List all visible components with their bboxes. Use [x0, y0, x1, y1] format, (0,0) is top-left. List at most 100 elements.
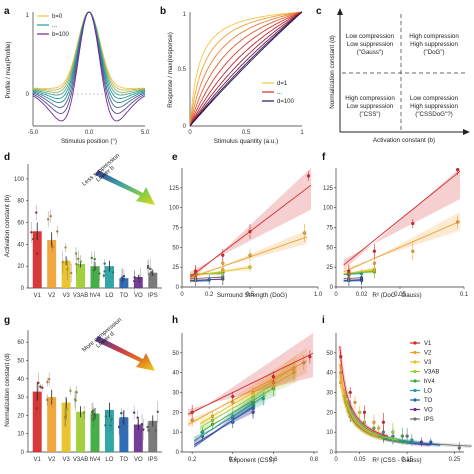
g-subj-VO-2: [140, 423, 144, 426]
g-subj-TO-2: [120, 412, 123, 415]
panel-label-b: b: [160, 6, 166, 17]
e-ytick-0: 0: [176, 285, 180, 291]
f-V1-point-0: [347, 269, 351, 273]
g-ytick-label-6: 60: [17, 340, 24, 346]
d-subj-LO-0: [103, 270, 106, 273]
g-subj-IPS-3: [146, 425, 149, 429]
e-V3-fit-line: [190, 266, 252, 277]
panel-a-xtick-2: 5.0: [141, 130, 150, 136]
i-hV4-point-2: [400, 434, 404, 438]
d-subj-V3-3: [61, 260, 64, 264]
h-V1-point-0: [190, 410, 194, 414]
e-V2-point-1: [221, 261, 225, 265]
h-V3AB-fit-line: [200, 370, 297, 428]
i-ytick-1: 10: [326, 430, 333, 436]
d-xtick-VO: VO: [134, 293, 143, 299]
g-xtick-hV4: hV4: [90, 457, 101, 463]
g-xtick-V3: V3: [62, 457, 70, 463]
e-ytick-3: 75: [172, 226, 179, 232]
d-subj-VO-3: [133, 276, 136, 279]
panel-d-gradient-arrow: [95, 170, 155, 205]
panel-b-legend-d100: d=100: [277, 99, 295, 105]
i-xtick-2: 0.15: [401, 457, 413, 463]
panel-e: Surround Strength (DoG) 0 0.2 0.5 1.0 0 25 50 7…: [169, 168, 323, 299]
i-ytick-4: 40: [326, 371, 333, 377]
i-IPS-point-2: [457, 446, 461, 450]
e-V2-fit-line: [190, 236, 307, 279]
panel-c-q3-line3: ("CSS"): [359, 111, 380, 118]
panel-b-xlabel: Stimulus quantity (a.u.): [214, 138, 278, 145]
panel-c-xaxis-arrowhead: [463, 129, 470, 135]
h-V2-ci-band: [188, 347, 307, 428]
roi-legend-label-TO: TO: [424, 398, 433, 404]
i-IPS-point-1: [405, 434, 409, 438]
d-xtick-TO: TO: [120, 293, 129, 299]
panel-d-yticks: 0 20 40 60 80 100: [14, 177, 28, 292]
g-subj-V3AB-0: [75, 391, 78, 394]
panel-a-xtick-1: 0.0: [85, 130, 94, 136]
e-V1-point-3: [306, 174, 311, 178]
d-subj-V2-1: [46, 218, 50, 221]
panel-label-g: g: [4, 315, 10, 326]
panel-b-curve-1: [189, 11, 303, 127]
i-V1-point-3: [381, 420, 386, 424]
g-subj-V3-3: [64, 414, 68, 417]
g-xtick-LO: LO: [105, 457, 113, 463]
d-bar-V2: [47, 240, 57, 288]
g-subj-V2-0: [47, 378, 51, 381]
g-ytick-label-4: 40: [17, 377, 24, 383]
g-ytick-label-5: 50: [17, 358, 24, 364]
d-subj-V3-1: [69, 271, 73, 275]
panel-a-xtick-0: -5.0: [28, 130, 39, 136]
panel-c-q2-line1: High compression: [409, 33, 459, 40]
g-subj-V3AB-2: [82, 411, 86, 414]
panel-b-curve-3: [189, 11, 303, 127]
i-V3AB-point-2: [391, 430, 395, 434]
i-ytick-2: 20: [326, 410, 333, 416]
g-subj-V3-0: [65, 408, 68, 411]
e-V3-point-2: [248, 265, 252, 269]
h-V3-point-1: [251, 390, 255, 395]
panel-a: 0 1 -5.0 0.0 5.0 Stimulus position (°) P…: [5, 11, 150, 145]
d-bar-V3: [61, 260, 71, 288]
h-ytick-1: 10: [172, 430, 179, 436]
g-subj-VO-1: [142, 428, 145, 431]
i-V2-point-2: [372, 420, 376, 424]
panel-b-curve-0: [189, 11, 303, 127]
g-bar-hV4: [90, 413, 100, 452]
f-xtick-3: 0.1: [460, 292, 469, 298]
d-subj-LO-2: [102, 274, 106, 277]
g-subj-TO-3: [117, 425, 121, 428]
roi-legend-marker-IPS: [413, 417, 417, 421]
e-V1-point-1: [221, 253, 225, 257]
panel-g-gradient-arrow: [95, 336, 155, 371]
panel-c-q1-line1: Low compression: [346, 33, 395, 40]
panel-c-q4-line1: Low compression: [410, 95, 459, 102]
e-xtick-2: 0.5: [246, 292, 255, 298]
i-LO-point-2: [410, 438, 414, 442]
panel-c-ylabel: Normalization constant (d): [329, 35, 336, 109]
d-subj-hV4-0: [92, 268, 96, 272]
roi-legend-marker-TO: [413, 398, 417, 402]
g-subj-V3AB-3: [73, 398, 77, 401]
panel-g-xticks: V1 V2 V3 V3AB hV4 LO TO VO IPS: [34, 457, 158, 463]
g-subj-LO-0: [104, 415, 108, 418]
h-V2-fit-line: [187, 360, 308, 425]
g-bar-V2: [47, 397, 57, 452]
g-subj-V1-3: [35, 407, 38, 410]
panel-a-ytick-1: 1: [26, 13, 30, 19]
g-xtick-TO: TO: [120, 457, 129, 463]
g-subj-V1-1: [37, 381, 40, 385]
panel-a-curve-2: [32, 11, 146, 93]
f-V1-ci-band: [343, 168, 461, 270]
d-subj-V2-0: [49, 215, 52, 218]
panel-b-curve-9: [189, 11, 303, 127]
roi-legend-marker-V3: [413, 360, 417, 364]
e-ytick-2: 50: [172, 245, 179, 251]
i-ytick-5: 50: [326, 351, 333, 357]
panel-a-curve-0: [33, 11, 145, 89]
g-xtick-VO: VO: [134, 457, 143, 463]
panel-a-legend-b100: b=100: [52, 32, 70, 38]
h-V1-point-2: [271, 375, 275, 379]
